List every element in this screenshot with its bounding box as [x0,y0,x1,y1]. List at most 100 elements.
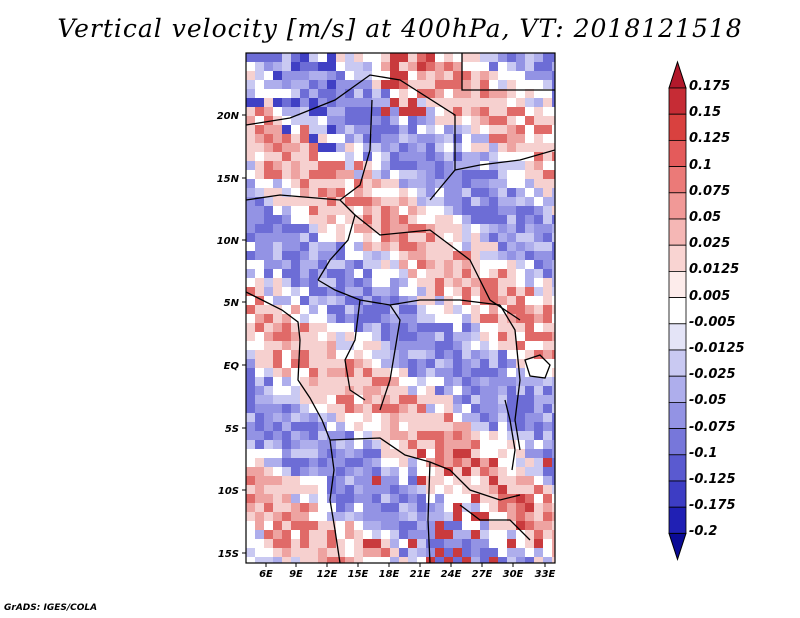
field-cell [543,386,553,396]
field-cell [309,89,319,99]
field-cell [399,80,409,90]
field-cell [444,233,454,243]
field-cell [345,386,355,396]
field-cell [255,458,265,468]
colorbar-label: 0.175 [689,79,731,94]
field-cell [282,188,292,198]
field-cell [318,368,328,378]
field-cell [516,242,526,252]
field-cell [516,134,526,144]
field-cell [318,413,328,423]
field-cell [489,125,499,135]
field-cell [372,530,382,540]
field-cell [489,368,499,378]
field-cell [336,458,346,468]
field-cell [444,512,454,522]
field-cell [498,359,508,369]
field-cell [318,215,328,225]
field-cell [480,530,490,540]
field-cell [300,341,310,351]
field-cell [246,89,256,99]
field-cell [435,503,445,513]
field-cell [552,80,555,90]
field-cell [444,152,454,162]
field-cell [471,503,481,513]
field-cell [453,134,463,144]
field-cell [390,404,400,414]
field-cell [417,125,427,135]
field-cell [480,557,490,563]
field-cell [318,404,328,414]
field-cell [417,134,427,144]
field-cell [525,80,535,90]
field-cell [471,431,481,441]
field-cell [552,323,555,333]
field-cell [543,71,553,81]
field-cell [408,287,418,297]
field-cell [282,377,292,387]
field-cell [471,404,481,414]
field-cell [489,71,499,81]
field-cell [408,170,418,180]
field-cell [534,89,544,99]
field-cell [453,530,463,540]
field-cell [552,377,555,387]
field-cell [327,242,337,252]
field-cell [273,251,283,261]
field-cell [336,341,346,351]
field-cell [318,233,328,243]
field-cell [291,467,301,477]
field-cell [291,80,301,90]
field-cell [444,215,454,225]
field-cell [516,80,526,90]
field-cell [399,134,409,144]
field-cell [390,359,400,369]
field-cell [471,341,481,351]
field-cell [372,296,382,306]
field-cell [417,233,427,243]
field-cell [345,548,355,558]
field-cell [327,188,337,198]
field-cell [336,530,346,540]
field-cell [516,458,526,468]
field-cell [291,170,301,180]
field-cell [255,395,265,405]
field-cell [363,476,373,486]
field-cell [309,395,319,405]
field-cell [291,386,301,396]
field-cell [453,557,463,563]
field-cell [480,242,490,252]
field-cell [264,287,274,297]
field-cell [480,53,490,63]
field-cell [399,359,409,369]
field-cell [399,350,409,360]
field-cell [354,296,364,306]
field-cell [363,233,373,243]
field-cell [453,143,463,153]
field-cell [381,116,391,126]
field-cell [309,413,319,423]
field-cell [426,485,436,495]
field-cell [291,485,301,495]
field-cell [534,539,544,549]
field-cell [390,332,400,342]
field-cell [273,125,283,135]
field-cell [282,116,292,126]
field-cell [309,548,319,558]
border-line [339,99,373,201]
field-cell [471,125,481,135]
field-cell [435,341,445,351]
field-cell [498,161,508,171]
colorbar-label: -0.175 [689,498,736,514]
field-cell [345,287,355,297]
colorbar-label: 0.0125 [689,262,740,278]
field-cell [498,377,508,387]
field-cell [246,485,256,495]
field-cell [336,557,346,563]
field-cell [381,350,391,360]
field-cell [300,521,310,531]
field-cell [291,215,301,225]
field-cell [444,476,454,486]
field-cell [399,233,409,243]
field-cell [408,224,418,234]
